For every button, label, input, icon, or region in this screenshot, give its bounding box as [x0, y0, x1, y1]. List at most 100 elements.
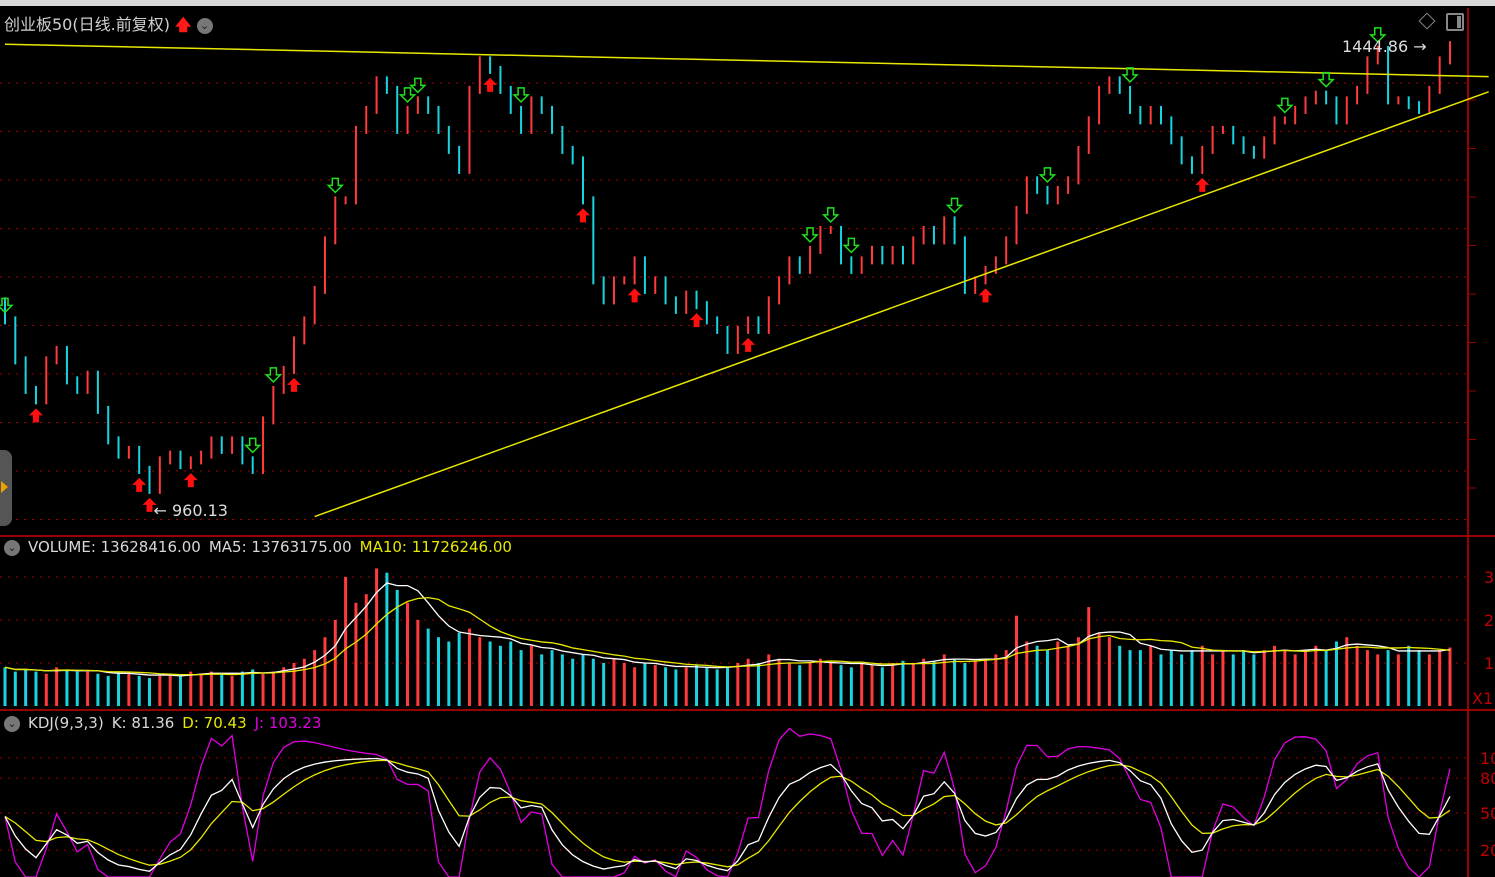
- volume-bar: [65, 669, 69, 706]
- buy-arrow-icon: [1195, 177, 1210, 192]
- volume-bar: [467, 628, 471, 706]
- volume-bar: [1149, 645, 1153, 706]
- sell-arrow-icon: [1368, 27, 1387, 43]
- volume-tick-label: 3: [1484, 568, 1494, 587]
- sell-arrow-icon: [0, 297, 14, 314]
- volume-bar: [777, 658, 781, 706]
- sell-arrow-icon: [409, 77, 427, 94]
- volume-bar: [622, 663, 626, 706]
- volume-bar: [1293, 654, 1297, 706]
- volume-bar: [1386, 650, 1390, 706]
- volume-bar: [1169, 650, 1173, 706]
- volume-bar: [1273, 645, 1277, 706]
- volume-bar: [1066, 645, 1070, 706]
- panel-toggle-icon[interactable]: [1446, 13, 1464, 31]
- volume-bar: [571, 658, 575, 706]
- sell-arrow-icon: [243, 437, 262, 454]
- volume-bar: [1045, 650, 1049, 706]
- volume-bar: [1396, 654, 1400, 706]
- volume-bar: [715, 669, 719, 706]
- volume-bar: [44, 673, 48, 706]
- volume-bar: [292, 663, 296, 706]
- volume-bar: [313, 650, 317, 706]
- sell-arrow-icon: [326, 177, 345, 194]
- sell-arrow-icon: [398, 87, 417, 103]
- kdj-header: ⌄ KDJ(9,3,3) K: 81.36 D: 70.43 J: 103.23: [4, 714, 329, 732]
- sell-arrow-icon: [512, 87, 530, 103]
- red-up-arrow-icon: 🡅: [175, 15, 192, 34]
- volume-bar: [1407, 645, 1411, 706]
- volume-bar: [756, 663, 760, 706]
- sell-arrow-icon: [1121, 67, 1139, 83]
- volume-bar: [509, 641, 513, 706]
- kdj-name: KDJ(9,3,3): [28, 714, 104, 732]
- volume-bar: [488, 641, 492, 706]
- volume-bar: [808, 663, 812, 706]
- volume-bar: [1376, 654, 1380, 706]
- volume-bar: [457, 632, 461, 706]
- volume-bar: [922, 658, 926, 706]
- volume-bar: [953, 658, 957, 706]
- volume-bar: [148, 678, 151, 706]
- volume-bar: [168, 673, 172, 706]
- chevron-down-icon[interactable]: ⌄: [4, 539, 20, 556]
- buy-arrow-icon: [483, 77, 498, 92]
- volume-bar: [34, 671, 38, 706]
- volume-bar: [602, 663, 606, 706]
- volume-bar: [529, 645, 533, 706]
- volume-bar: [1025, 641, 1029, 706]
- volume-bar: [818, 658, 822, 706]
- volume-bar: [137, 675, 141, 706]
- trendline: [4, 43, 1489, 78]
- volume-tick-label: 1: [1484, 654, 1494, 673]
- volume-bar: [127, 671, 131, 706]
- chevron-down-icon[interactable]: ⌄: [4, 715, 20, 732]
- volume-bar: [891, 663, 895, 706]
- title-text: 创业板50(日线.前复权): [4, 15, 170, 34]
- volume-bar: [560, 654, 564, 706]
- volume-bar: [994, 654, 998, 706]
- volume-bar: [932, 660, 936, 706]
- volume-bar: [1211, 654, 1215, 706]
- buy-arrow-icon: [287, 377, 301, 392]
- expand-tab-icon[interactable]: [0, 450, 12, 526]
- volume-bar: [870, 665, 874, 706]
- volume-bar: [1159, 654, 1163, 706]
- volume-bar: [540, 654, 544, 706]
- volume-bar: [984, 658, 988, 706]
- volume-bar: [829, 663, 833, 706]
- chevron-down-icon[interactable]: ⌄: [196, 17, 213, 34]
- buy-arrow-icon: [183, 473, 198, 488]
- volume-unit-label: X1: [1472, 689, 1493, 708]
- volume-bar: [406, 602, 410, 706]
- low-price-annotation: ← 960.13: [154, 501, 228, 520]
- volume-bar: [591, 658, 595, 706]
- volume-bar: [251, 669, 255, 706]
- volume-bar: [302, 658, 306, 706]
- volume-bar: [1231, 654, 1235, 706]
- volume-bar: [746, 658, 750, 706]
- volume-ma5: MA5: 13763175.00: [208, 538, 352, 556]
- sell-arrow-icon: [1038, 167, 1057, 183]
- volume-bar: [674, 669, 678, 706]
- volume-bar: [385, 572, 389, 706]
- volume-bar: [478, 637, 482, 706]
- volume-bar: [189, 671, 193, 706]
- volume-bar: [767, 654, 771, 706]
- volume-bar: [364, 594, 368, 706]
- volume-bar: [240, 671, 244, 706]
- volume-bar: [519, 650, 523, 706]
- volume-bar: [86, 671, 90, 706]
- volume-bar: [1252, 654, 1256, 706]
- volume-bar: [498, 645, 502, 706]
- volume-bar: [282, 667, 286, 706]
- volume-bar: [426, 628, 430, 706]
- kdj-tick-label: 20: [1480, 841, 1495, 860]
- volume-bar: [1200, 645, 1204, 706]
- volume-bar: [447, 641, 451, 706]
- volume-bar: [1242, 650, 1246, 706]
- volume-bar: [695, 665, 699, 706]
- kdj-k: K: 81.36: [111, 714, 175, 732]
- kdj-k-line: [4, 757, 1451, 872]
